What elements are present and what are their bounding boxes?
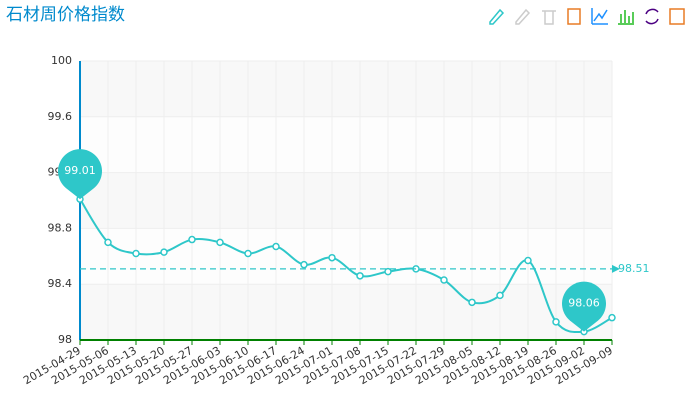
average-arrow xyxy=(612,264,620,273)
point xyxy=(496,291,504,300)
point xyxy=(328,253,336,262)
tool-bar[interactable] xyxy=(618,10,634,25)
tool-line[interactable] xyxy=(591,8,608,25)
point xyxy=(104,238,112,247)
point xyxy=(188,235,196,244)
point xyxy=(300,260,308,269)
y-tick-label: 99.6 xyxy=(48,110,73,123)
split-area xyxy=(80,284,612,340)
point xyxy=(440,276,448,284)
mark-pin xyxy=(562,281,607,332)
split-area xyxy=(80,116,612,173)
tool-restore[interactable] xyxy=(645,8,659,25)
y-tick-label: 98.4 xyxy=(48,277,73,290)
point xyxy=(216,238,224,247)
tool-save[interactable] xyxy=(669,8,685,25)
point xyxy=(244,249,252,258)
split-area xyxy=(80,172,612,229)
chart-title: 石材周价格指数 xyxy=(6,5,125,25)
point xyxy=(160,248,168,256)
split-area xyxy=(80,61,612,117)
point xyxy=(608,313,616,322)
average-label: 98.51 xyxy=(618,262,650,275)
tool-mark[interactable] xyxy=(489,8,505,25)
toolbox[interactable] xyxy=(489,8,685,25)
y-tick-label: 98 xyxy=(58,333,72,346)
tool-mark-undo[interactable] xyxy=(515,8,531,25)
point xyxy=(132,249,140,258)
y-tick-label: 98.8 xyxy=(48,221,73,234)
mark-pin-label: 99.01 xyxy=(64,164,96,177)
split-area xyxy=(80,228,612,285)
tool-clear[interactable] xyxy=(542,10,556,25)
point xyxy=(272,242,280,251)
point xyxy=(384,267,392,276)
y-tick-label: 100 xyxy=(51,54,72,67)
point xyxy=(552,318,560,326)
tool-data-view[interactable] xyxy=(567,8,581,25)
point xyxy=(468,298,476,307)
mark-pin-label: 98.06 xyxy=(568,297,600,310)
mark-pin xyxy=(58,149,103,200)
point xyxy=(356,272,364,280)
point xyxy=(524,256,532,265)
